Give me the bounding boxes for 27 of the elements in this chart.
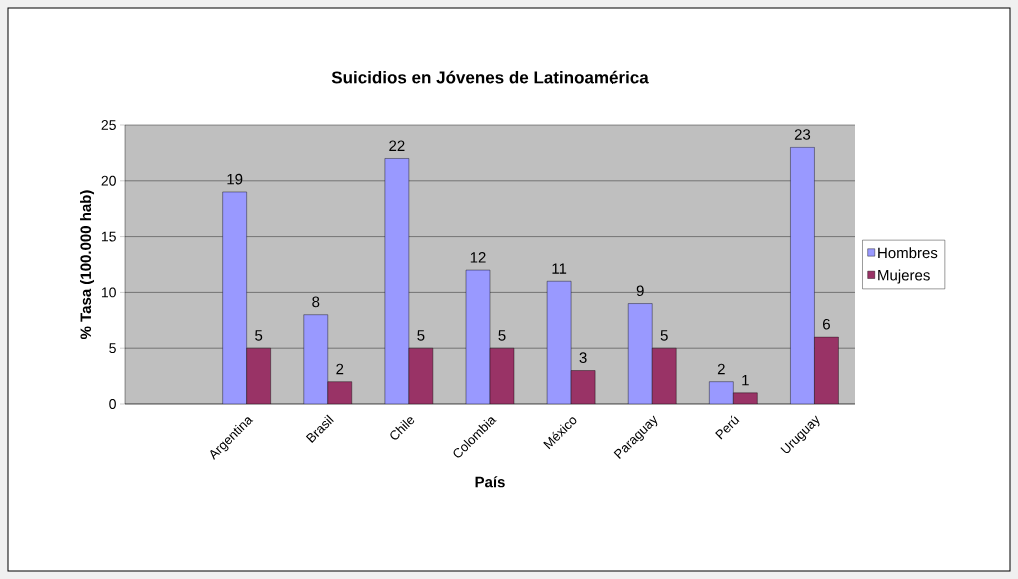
y-tick-label: 15 bbox=[101, 231, 116, 242]
y-tick-label: 0 bbox=[109, 399, 116, 409]
legend-label: Mujeres bbox=[878, 269, 930, 284]
data-label: 3 bbox=[579, 352, 587, 363]
data-label: 6 bbox=[823, 318, 830, 330]
data-label: 23 bbox=[794, 129, 811, 140]
data-label: 5 bbox=[255, 330, 263, 341]
data-label: 8 bbox=[312, 296, 320, 308]
data-label: 12 bbox=[470, 252, 486, 263]
data-label: 19 bbox=[227, 173, 243, 185]
y-axis-title: % Tasa (100.000 hab) bbox=[80, 190, 95, 340]
chart-title: Suicidios en Jóvenes de Latinoamérica bbox=[331, 70, 649, 84]
data-label: 5 bbox=[498, 330, 506, 341]
legend-label: Hombres bbox=[878, 247, 938, 259]
y-tick-label: 5 bbox=[109, 343, 116, 354]
data-label: 2 bbox=[336, 363, 344, 375]
data-label: 9 bbox=[636, 285, 644, 297]
y-tick-label: 10 bbox=[101, 287, 116, 298]
y-tick-label: 25 bbox=[101, 120, 116, 130]
data-label: 22 bbox=[389, 140, 405, 151]
data-label: 11 bbox=[552, 263, 567, 274]
data-label: 5 bbox=[660, 330, 668, 341]
data-label: 5 bbox=[417, 330, 425, 341]
x-axis-title: País bbox=[475, 476, 505, 488]
data-label: 2 bbox=[717, 363, 725, 375]
data-label: 1 bbox=[742, 374, 749, 386]
y-tick-label: 20 bbox=[101, 175, 116, 186]
